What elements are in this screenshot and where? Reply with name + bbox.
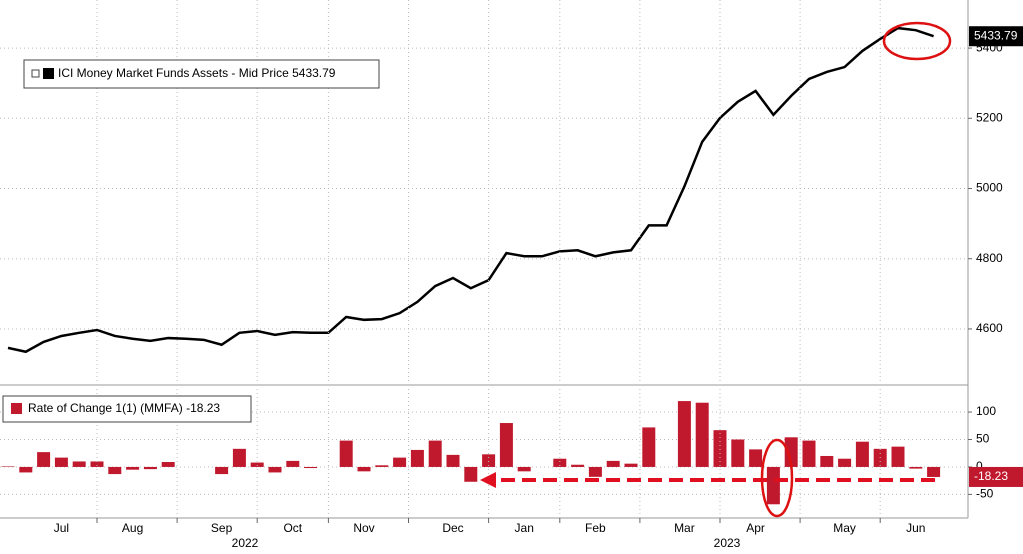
- legend-label: ICI Money Market Funds Assets - Mid Pric…: [58, 66, 336, 80]
- bar: [784, 437, 798, 467]
- y-tick-label: -50: [976, 487, 994, 501]
- legend: Rate of Change 1(1) (MMFA) -18.23: [2, 395, 252, 423]
- value-badge: [969, 466, 1023, 487]
- bar: [909, 466, 923, 469]
- bar: [713, 430, 727, 467]
- bar: [802, 440, 816, 467]
- y-tick-label: 4800: [976, 251, 1003, 265]
- x-tick-label: Mar: [674, 521, 695, 535]
- legend-icon: [31, 69, 40, 78]
- y-tick-label: 5200: [976, 110, 1003, 124]
- bar: [749, 449, 763, 467]
- x-tick-label: Jun: [906, 521, 925, 535]
- bar: [855, 441, 869, 467]
- bar: [37, 452, 51, 467]
- bar: [19, 466, 33, 473]
- bar: [304, 466, 318, 469]
- y-tick-label: 50: [976, 432, 990, 446]
- x-tick-label: Feb: [585, 521, 606, 535]
- bar: [428, 440, 442, 467]
- legend-swatch: [11, 403, 22, 414]
- bar: [143, 466, 157, 470]
- bar: [677, 401, 691, 467]
- bar: [446, 454, 460, 467]
- bar: [357, 466, 371, 472]
- bar: [766, 466, 780, 505]
- arrow-head: [480, 472, 496, 488]
- bar: [250, 462, 264, 467]
- bar: [588, 466, 602, 477]
- bar: [268, 466, 282, 473]
- x-tick-label: Sep: [211, 521, 233, 535]
- y-tick-label: 0: [976, 459, 983, 473]
- legend-name: Rate of Change 1(1) (MMFA): [28, 401, 183, 415]
- bar: [553, 458, 567, 467]
- x-tick-label: May: [833, 521, 856, 535]
- bar: [126, 466, 140, 470]
- x-tick-label: Nov: [353, 521, 374, 535]
- bar: [393, 457, 407, 467]
- year-label: 2022: [232, 536, 259, 550]
- value-badge-label: 5433.79: [974, 28, 1018, 42]
- value-badge-label: -18.23: [974, 469, 1008, 483]
- legend-name: ICI Money Market Funds Assets - Mid Pric…: [58, 66, 289, 80]
- x-tick-label: Oct: [283, 521, 302, 535]
- bar: [410, 449, 424, 467]
- bar: [891, 446, 905, 467]
- bar: [482, 454, 496, 467]
- bar: [624, 463, 638, 467]
- bar: [90, 461, 104, 467]
- bar: [72, 461, 86, 467]
- legend-value: -18.23: [186, 401, 220, 415]
- bar: [54, 457, 68, 467]
- line: [7, 26, 935, 354]
- bar: [838, 458, 852, 467]
- y-tick-label: 100: [976, 404, 996, 418]
- x-tick-label: Dec: [442, 521, 463, 535]
- x-tick-label: Jul: [54, 521, 69, 535]
- bar: [820, 455, 834, 467]
- x-tick-label: Apr: [746, 521, 765, 535]
- bar: [215, 466, 229, 475]
- bar: [695, 402, 709, 467]
- bar: [499, 423, 513, 467]
- legend-box: [23, 59, 380, 89]
- x-tick-label: Aug: [122, 521, 143, 535]
- bar: [606, 460, 620, 467]
- legend-label: Rate of Change 1(1) (MMFA) -18.23: [28, 401, 220, 415]
- bar: [517, 466, 531, 472]
- bar: [286, 460, 300, 467]
- highlight-circle: [882, 21, 952, 61]
- bar: [108, 466, 122, 475]
- bar: [731, 439, 745, 467]
- legend-value: 5433.79: [292, 66, 336, 80]
- bar: [1, 466, 15, 467]
- value-badge: [969, 26, 1023, 47]
- bar: [642, 427, 656, 467]
- bar: [375, 465, 389, 467]
- bar: [161, 462, 175, 467]
- legend-box: [2, 395, 252, 423]
- bar: [927, 466, 941, 477]
- legend: ICI Money Market Funds Assets - Mid Pric…: [23, 59, 380, 89]
- year-label: 2023: [714, 536, 741, 550]
- bar: [571, 464, 585, 467]
- bar: [464, 466, 478, 482]
- y-tick-label: 5000: [976, 181, 1003, 195]
- x-tick-label: Jan: [515, 521, 534, 535]
- legend-swatch: [43, 68, 54, 79]
- y-tick-label: 4600: [976, 321, 1003, 335]
- bar: [232, 448, 246, 467]
- bar: [339, 440, 353, 467]
